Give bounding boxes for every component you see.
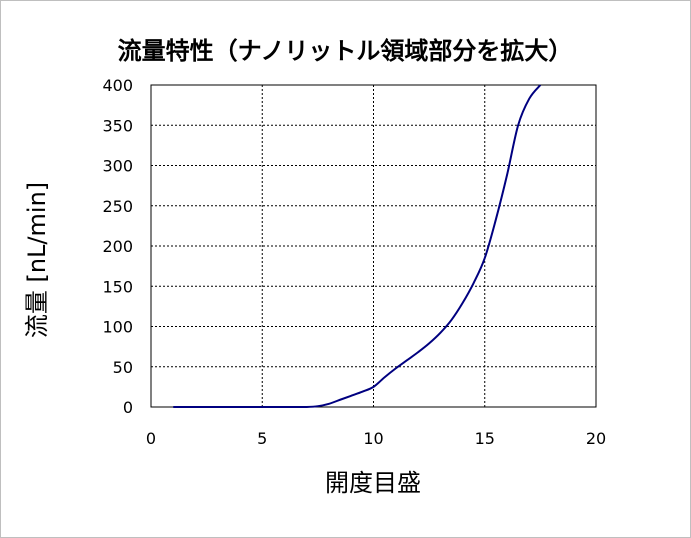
- plot-area-border: [150, 84, 597, 408]
- y-tick-label: 100: [102, 318, 133, 337]
- x-tick-label: 10: [363, 429, 383, 448]
- y-tick-label: 300: [102, 157, 133, 176]
- x-tick-label: 0: [146, 429, 156, 448]
- grid: [151, 85, 596, 407]
- x-tick-label: 15: [475, 429, 495, 448]
- y-tick-label: 250: [102, 197, 133, 216]
- y-tick-label: 0: [123, 398, 133, 417]
- chart-title: 流量特性（ナノリットル領域部分を拡大）: [118, 37, 573, 65]
- y-tick-label: 400: [102, 76, 133, 95]
- y-tick-label: 350: [102, 116, 133, 135]
- flow-curve: [173, 84, 542, 409]
- tick-labels: 0 50 100 150 200 250 300 350 400 0 5 10 15 20: [102, 76, 606, 448]
- y-tick-label: 150: [102, 277, 133, 296]
- x-tick-label: 20: [586, 429, 606, 448]
- y-tick-label: 50: [113, 358, 133, 377]
- y-axis-label: 流量 [nL/min]: [23, 182, 51, 338]
- y-tick-label: 200: [102, 237, 133, 256]
- x-axis-label: 開度目盛: [325, 469, 421, 497]
- x-tick-label: 5: [257, 429, 267, 448]
